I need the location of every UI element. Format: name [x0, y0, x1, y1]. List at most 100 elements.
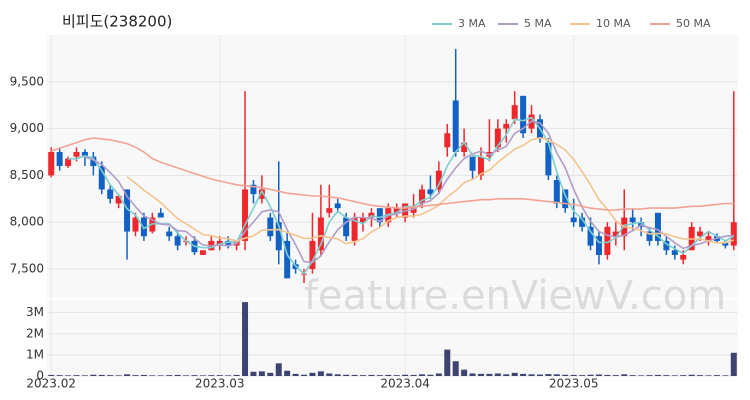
volume-bar — [233, 374, 240, 376]
volume-bar — [385, 374, 392, 376]
volume-bar — [250, 371, 257, 376]
candle-body — [452, 100, 459, 152]
candle-body — [730, 222, 737, 246]
candle-body — [376, 208, 383, 223]
candle-body — [654, 212, 661, 241]
candle-body — [444, 133, 451, 148]
y-tick-label: 1M — [26, 347, 44, 361]
x-tick-label: 2023.02 — [26, 377, 76, 391]
volume-bar — [587, 374, 594, 376]
candle-body — [587, 226, 594, 246]
volume-bar — [427, 374, 434, 376]
y-tick-label: 8,500 — [10, 168, 44, 182]
volume-bar — [326, 373, 333, 376]
volume-bar — [284, 370, 291, 376]
volume-bar — [663, 375, 670, 376]
volume-bar — [258, 371, 265, 376]
candle-body — [494, 128, 501, 148]
volume-bar — [292, 373, 299, 376]
volume-bar — [157, 375, 164, 376]
volume-bar — [402, 374, 409, 376]
volume-bar — [528, 374, 535, 376]
candle-body — [511, 105, 518, 120]
volume-bar — [115, 375, 122, 376]
volume-bar — [545, 374, 552, 376]
y-tick-label: 2M — [26, 326, 44, 340]
candle-body — [140, 217, 147, 237]
volume-bar — [503, 374, 510, 376]
volume-bar — [90, 374, 97, 376]
volume-bar — [301, 374, 308, 376]
volume-bar — [562, 374, 569, 376]
volume-bar — [267, 372, 274, 376]
candle-body — [435, 170, 442, 190]
volume-bar — [183, 375, 190, 376]
candle-body — [48, 151, 55, 176]
volume-bar — [536, 374, 543, 376]
volume-bar — [343, 374, 350, 376]
candle-body — [579, 217, 586, 227]
candle-body — [343, 217, 350, 237]
volume-bar — [461, 369, 468, 376]
legend-label: 10 MA — [596, 17, 631, 30]
candle-body — [157, 212, 164, 218]
candle-body — [604, 226, 611, 255]
volume-bar — [595, 374, 602, 376]
candle-body — [284, 240, 291, 279]
volume-bar — [73, 375, 80, 376]
volume-bar — [638, 375, 645, 376]
price-panel — [47, 35, 738, 298]
candle-body — [309, 240, 316, 269]
candle-body — [629, 217, 636, 223]
candle-body — [124, 189, 131, 232]
volume-bar — [520, 373, 527, 376]
volume-bar — [376, 375, 383, 376]
volume-bar — [646, 375, 653, 376]
candle-body — [477, 156, 484, 176]
ma-line — [68, 116, 735, 275]
volume-bar — [199, 375, 206, 376]
candle-body — [174, 236, 181, 246]
candle-body — [595, 236, 602, 255]
volume-bar — [216, 375, 223, 376]
volume-bar — [174, 374, 181, 376]
ma-line — [126, 137, 735, 245]
volume-bar — [444, 349, 451, 376]
candle-body — [418, 189, 425, 204]
volume-bar — [48, 374, 55, 376]
candle-body — [107, 189, 114, 199]
volume-bar — [107, 375, 114, 376]
y-tick-label: 3M — [26, 305, 44, 319]
volume-bar — [309, 372, 316, 376]
volume-bar — [225, 375, 232, 376]
candle-body — [705, 236, 712, 241]
volume-bar — [713, 375, 720, 376]
candle-body — [132, 217, 139, 232]
candle-body — [115, 195, 122, 204]
volume-bar — [688, 374, 695, 376]
ma-line — [84, 120, 734, 264]
candle-body — [503, 123, 510, 129]
ma-line — [50, 137, 734, 211]
candle-body — [680, 254, 687, 260]
watermark: feature.enViewV.com — [304, 273, 726, 319]
volume-bar — [671, 375, 678, 376]
candle-body — [360, 217, 367, 223]
volume-bar — [486, 373, 493, 376]
candle-body — [56, 151, 63, 167]
volume-bar — [191, 375, 198, 376]
candle-body — [553, 180, 560, 204]
y-tick-label: 9,500 — [10, 74, 44, 88]
volume-bar — [494, 373, 501, 376]
candle-body — [81, 151, 88, 157]
volume-bar — [410, 374, 417, 376]
candle-body — [351, 217, 358, 241]
candle-body — [663, 240, 670, 251]
candle-body — [545, 142, 552, 176]
legend-label: 50 MA — [676, 17, 711, 30]
candle-body — [520, 95, 527, 134]
volume-bar — [511, 372, 518, 376]
candle-body — [722, 242, 729, 246]
volume-bar — [242, 302, 249, 376]
